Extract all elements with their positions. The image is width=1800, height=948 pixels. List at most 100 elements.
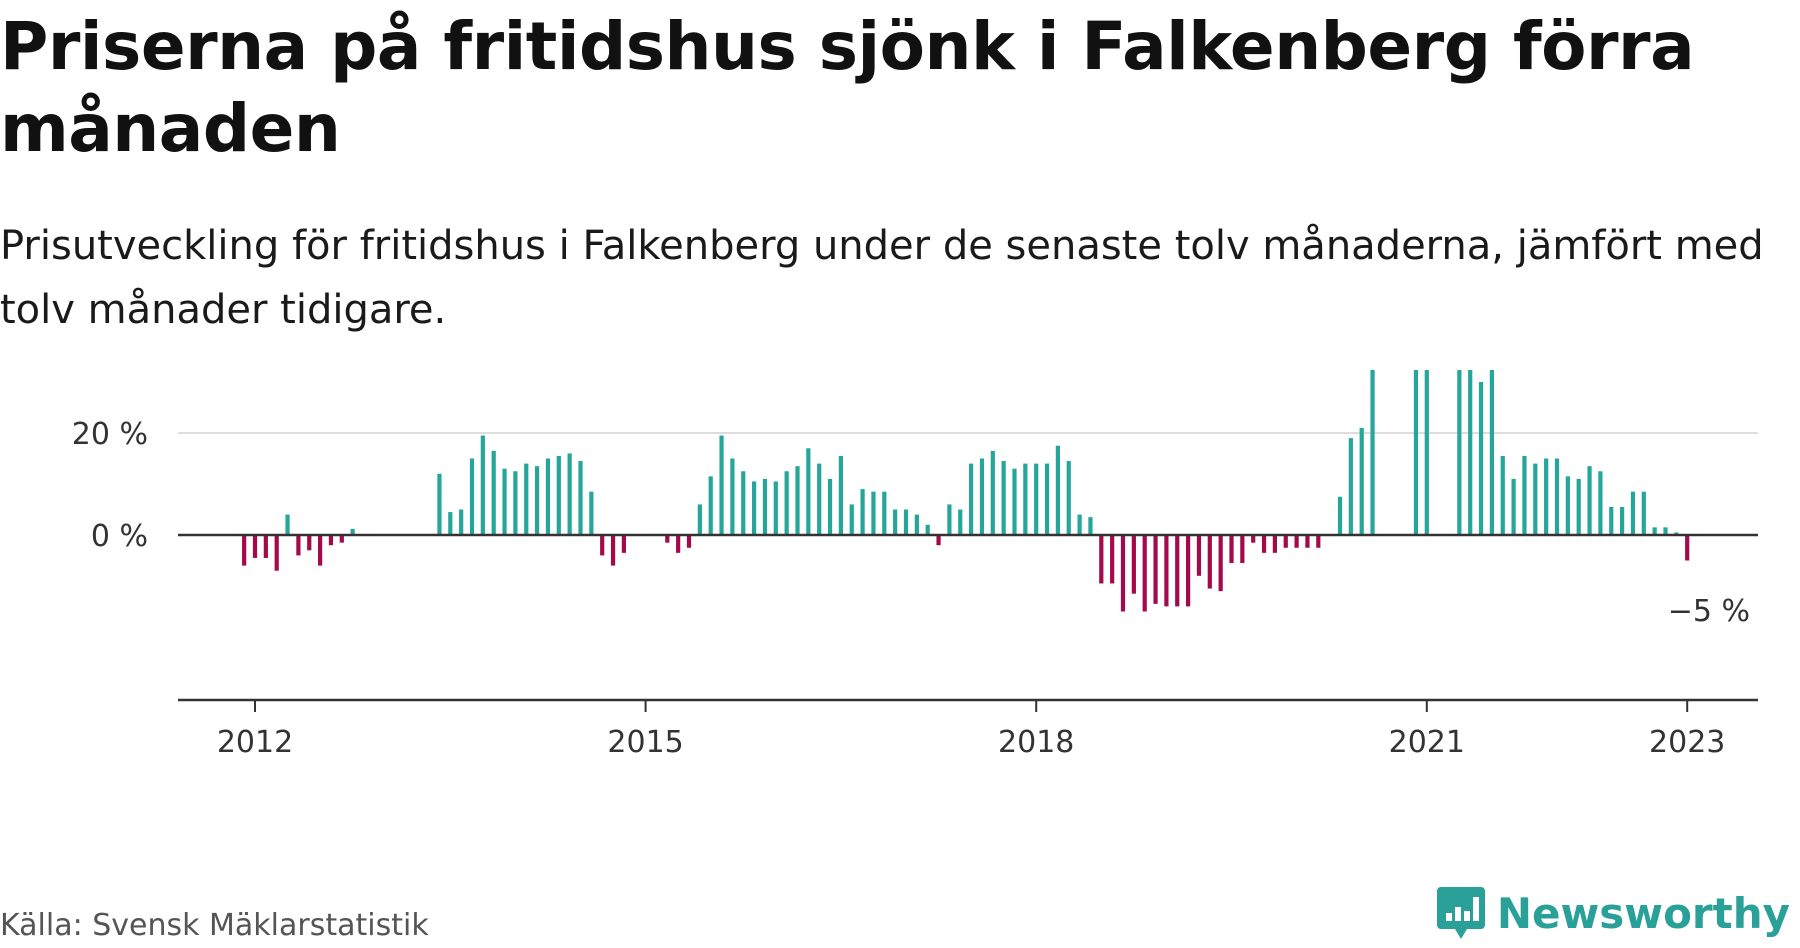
bar bbox=[752, 481, 757, 535]
bar bbox=[947, 504, 952, 535]
bar bbox=[307, 535, 312, 551]
x-tick-label: 2015 bbox=[607, 725, 683, 760]
bar bbox=[1359, 427, 1364, 535]
bar bbox=[1077, 514, 1082, 535]
bar bbox=[1066, 461, 1071, 535]
bar bbox=[773, 481, 778, 535]
bar bbox=[686, 535, 692, 548]
bar bbox=[318, 535, 323, 566]
bar bbox=[491, 450, 496, 535]
bar bbox=[1554, 458, 1560, 535]
bar bbox=[1305, 535, 1310, 548]
bar bbox=[1576, 478, 1581, 535]
bar bbox=[1598, 471, 1603, 535]
bar bbox=[893, 509, 898, 535]
bar bbox=[1110, 535, 1115, 584]
bar bbox=[1088, 517, 1093, 535]
bar bbox=[589, 491, 594, 535]
bar bbox=[1012, 468, 1017, 535]
bar bbox=[1348, 438, 1353, 535]
bar bbox=[437, 473, 442, 535]
bar bbox=[1120, 535, 1126, 612]
bar bbox=[1609, 506, 1614, 535]
bar bbox=[925, 524, 930, 535]
bar bbox=[1142, 535, 1147, 612]
axes bbox=[178, 533, 1758, 712]
x-tick-label: 2012 bbox=[217, 725, 293, 760]
bar bbox=[1337, 496, 1343, 535]
bar bbox=[1511, 478, 1516, 535]
bar bbox=[1251, 535, 1256, 543]
bar bbox=[242, 535, 247, 566]
bar bbox=[1164, 535, 1169, 607]
bar bbox=[328, 535, 334, 546]
bar bbox=[610, 535, 616, 566]
bar bbox=[252, 535, 258, 558]
bar bbox=[958, 509, 963, 535]
bar bbox=[676, 535, 681, 553]
bar bbox=[1240, 535, 1245, 564]
bar bbox=[448, 512, 453, 535]
bar bbox=[1099, 535, 1104, 584]
last-value-label: −5 % bbox=[1668, 594, 1750, 629]
bar bbox=[1533, 463, 1538, 535]
newsworthy-logo-icon bbox=[1436, 887, 1485, 939]
brand-logo: Newsworthy bbox=[1436, 885, 1790, 941]
x-tick-label: 2018 bbox=[998, 725, 1074, 760]
bar bbox=[1055, 445, 1060, 535]
bar bbox=[480, 435, 485, 535]
bar bbox=[838, 455, 843, 535]
bar bbox=[1641, 491, 1646, 535]
bar bbox=[535, 466, 540, 535]
bar bbox=[1272, 535, 1277, 553]
bar bbox=[459, 509, 464, 535]
bar bbox=[806, 448, 811, 535]
bar bbox=[1630, 491, 1636, 535]
bar bbox=[1413, 370, 1419, 535]
bar bbox=[1370, 370, 1375, 535]
bar bbox=[1500, 455, 1505, 535]
bar bbox=[1218, 535, 1223, 592]
bar bbox=[350, 528, 355, 535]
bar bbox=[1023, 463, 1028, 535]
bar bbox=[1674, 532, 1679, 535]
chart-title: Priserna på fritidshus sjönk i Falkenber… bbox=[0, 8, 1695, 167]
bar bbox=[296, 535, 301, 556]
bar bbox=[1489, 370, 1494, 535]
source-note: Källa: Svensk Mäklarstatistik bbox=[0, 908, 429, 943]
bar bbox=[1034, 463, 1039, 535]
bar bbox=[1283, 535, 1288, 548]
bar bbox=[274, 535, 279, 571]
bar bbox=[285, 514, 290, 535]
bar bbox=[1544, 458, 1549, 535]
bar bbox=[708, 476, 713, 535]
bar bbox=[1316, 535, 1321, 548]
bar bbox=[513, 471, 518, 535]
bar bbox=[1457, 370, 1462, 535]
bar bbox=[1001, 461, 1006, 535]
bar bbox=[1044, 463, 1050, 535]
y-tick-label: 20 % bbox=[72, 417, 148, 452]
bar bbox=[1294, 535, 1299, 548]
bar bbox=[795, 466, 800, 535]
bar bbox=[545, 458, 551, 535]
bar bbox=[1186, 535, 1191, 607]
bar bbox=[903, 509, 909, 535]
bar bbox=[697, 504, 702, 535]
bar bbox=[730, 458, 735, 535]
bar bbox=[567, 453, 572, 535]
bar bbox=[600, 535, 605, 556]
bar bbox=[882, 491, 887, 535]
bar bbox=[914, 514, 919, 535]
x-tick-label: 2023 bbox=[1649, 725, 1725, 760]
x-tick-label: 2021 bbox=[1389, 725, 1465, 760]
bar bbox=[1522, 455, 1527, 535]
bar bbox=[1261, 535, 1267, 553]
bar bbox=[665, 535, 670, 543]
bar bbox=[849, 504, 854, 535]
bar bbox=[762, 478, 768, 535]
bar bbox=[1478, 382, 1484, 535]
bar bbox=[524, 463, 529, 535]
bar bbox=[719, 435, 724, 535]
